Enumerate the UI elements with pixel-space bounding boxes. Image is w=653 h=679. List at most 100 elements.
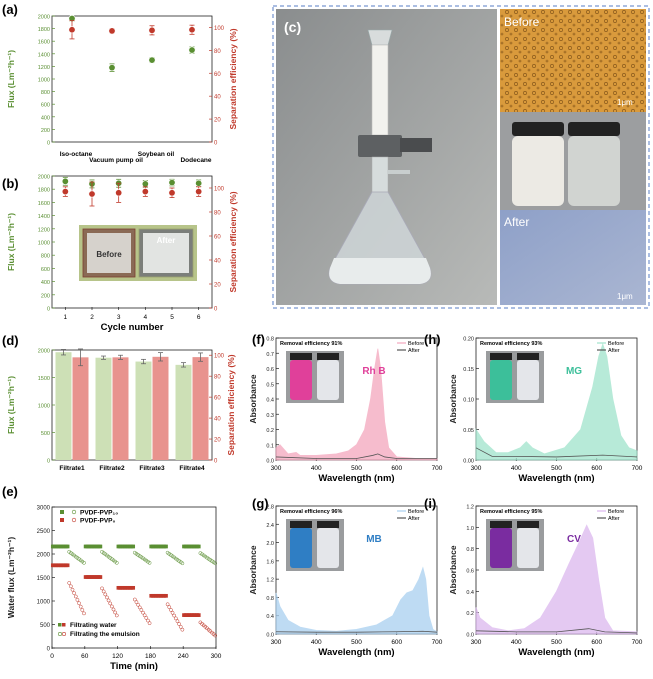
data-point [147,621,152,626]
x-tick-label: 0 [50,653,54,660]
x-tick-label: 120 [112,653,123,660]
y-tick-label: 60 [214,235,221,241]
chart-d: 0 500 1000 1500 2000 0 20 40 60 80 100 Filtrate1 Fil… [6,349,236,473]
category-label: Filtrate3 [139,465,165,472]
category-label: Vacuum pump oil [89,157,143,164]
bar [112,357,129,460]
data-point [77,601,81,606]
panel-label-f: (f) [252,332,265,347]
chart-g: 0.0 0.4 0.8 1.2 1.6 2.0 2.4 2.8 300 400 500 600 700 R… [248,505,443,659]
data-point [98,544,103,549]
data-point [108,27,116,35]
legend-marker [71,517,77,523]
panel-label-d: (d) [2,333,19,348]
data-point [195,179,203,187]
y-tick-label: 20 [214,118,221,124]
data-point [105,595,109,600]
y-tick-label: 500 [40,623,51,629]
after-spectrum [475,447,638,458]
y-tick-label: 60 [214,72,221,78]
data-point [65,563,70,568]
y-tick-label: 0.5 [266,382,274,388]
y-tick-label: 0 [214,141,218,147]
vial-cap [490,353,512,360]
y-tick-label: 0.00 [463,459,474,465]
vial-cap [317,521,339,528]
dye-name-label: CV [567,534,581,545]
y-tick-label: 0.0 [466,633,474,639]
y-tick-label: 600 [41,103,50,109]
panel-label-e: (e) [2,484,18,499]
before-label: Before [504,15,540,29]
x-tick-label: 500 [351,465,362,472]
data-point [167,605,172,609]
y-tick-label: 1800 [38,27,50,33]
data-point [113,610,117,615]
y-tick-label: 1400 [38,214,50,220]
legend-marker [57,631,62,636]
data-point [168,179,176,187]
panel-label-c: (c) [284,19,301,35]
x-tick-label: 700 [432,639,443,646]
legend-label: Filtrating water [70,622,117,629]
y-tick-label: 1000 [38,78,50,84]
legend-label: After [608,516,620,522]
removal-efficiency-annotation: Removal efficiency 91% [280,341,342,347]
panel-label-a: (a) [2,2,18,17]
y-tick-label: 0.3 [266,413,274,419]
removal-efficiency-annotation: Removal efficiency 93% [480,341,542,347]
x-axis-title: Cycle number [101,322,164,333]
vial-after [317,360,339,400]
data-point [68,26,76,34]
data-point [73,594,78,599]
x-tick-label: 300 [471,465,482,472]
after-spectrum [275,453,437,459]
legend-marker [60,510,64,514]
y-tick-label: 0.10 [463,398,474,404]
chart-b: 0 200 400 600 800 1000 1200 1400 1600 1800 2000 0 20… [6,175,238,334]
inset-before-membrane [87,233,131,273]
after-micrograph [500,210,646,305]
removal-efficiency-annotation: Removal efficiency 96% [280,509,342,515]
data-point [65,544,70,549]
vial-after [317,528,339,568]
category-label: Filtrate2 [99,465,125,472]
data-point [115,189,123,197]
x-tick-label: 240 [178,653,189,660]
legend-label: After [408,516,420,522]
legend-label: Filtrating the emulsion [70,631,140,638]
y-tick-label: 0.20 [463,337,474,343]
x-tick-label: 600 [591,465,602,472]
before-spectrum [275,348,438,461]
data-point [164,544,168,549]
panel-label-h: (h) [424,332,441,347]
y-tick-label: 0.1 [266,443,274,449]
data-point [188,26,196,34]
vials-inset [486,519,544,571]
legend-marker [60,518,64,522]
vials-inset [486,351,544,403]
before-micrograph [500,9,646,112]
y-tick-label: 0.8 [466,547,474,553]
y-axis-title: Absorbance [248,374,258,423]
y-tick-label: 1200 [38,65,50,71]
y-tick-label: 1.2 [466,505,474,511]
scale-bar-before: 1μm [617,98,633,107]
data-point [108,64,116,72]
y-tick-label: 1000 [38,404,50,410]
chart-a: 0 200 400 600 800 1000 1200 1400 1600 1800 2000 0 20… [6,15,238,165]
x-tick-label: 300 [271,465,282,472]
category-label: Filtrate1 [59,465,85,472]
data-point [164,593,168,598]
x-tick-label: 5 [170,314,174,321]
y-tick-label: 2500 [37,529,51,535]
x-axis-title: Wavelength (nm) [318,473,394,484]
data-point [70,587,75,592]
data-point [114,613,119,618]
y-tick-label: 1.6 [266,559,274,565]
plot-frame-a [51,15,213,143]
y-axis-title: Water flux (Lm⁻²h⁻¹) [6,537,16,619]
before-spectrum [275,566,438,635]
legend-label: PVDF-PVP₀ [80,518,116,525]
y-tick-label: 100 [214,187,225,193]
